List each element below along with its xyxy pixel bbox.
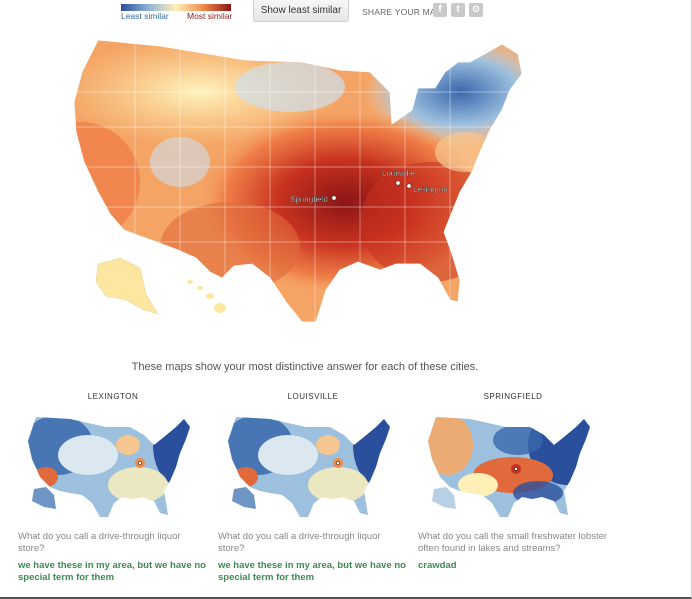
city-marker-springfield[interactable]: Springfield — [290, 195, 337, 204]
legend-gradient — [121, 4, 231, 11]
city-answer: crawdad — [418, 560, 457, 571]
twitter-icon[interactable]: t — [451, 3, 465, 17]
city-panel-title: LEXINGTON — [87, 392, 139, 401]
city-panel-lexington: LEXINGTON What do you call a drive-throu… — [18, 392, 208, 584]
caption-text: These maps show your most distinctive an… — [131, 361, 479, 373]
city-question: What do you call a drive-through liquor … — [18, 531, 181, 554]
louisville-label: Louisville — [382, 169, 415, 178]
city-answer: we have these in my area, but we have no… — [218, 560, 406, 583]
city-panel-springfield: SPRINGFIELD What do you call the small f… — [418, 392, 608, 572]
city-marker-lexington[interactable]: Lexington — [406, 183, 448, 194]
city-panel-title: LOUISVILLE — [287, 392, 339, 401]
facebook-icon[interactable]: f — [433, 3, 447, 17]
city-question: What do you call a drive-through liquor … — [218, 531, 381, 554]
hawaii-region — [187, 280, 226, 313]
lexington-label: Lexington — [413, 185, 448, 194]
city-panel-title: SPRINGFIELD — [483, 392, 543, 401]
springfield-mini-map[interactable] — [418, 405, 598, 525]
lexington-mini-map[interactable] — [18, 405, 198, 525]
city-panel-louisville: LOUISVILLE What do you call a drive-thro… — [218, 392, 408, 584]
city-question: What do you call the small freshwater lo… — [418, 531, 608, 554]
city-answer: we have these in my area, but we have no… — [18, 560, 206, 583]
share-label: SHARE YOUR MAP: — [362, 7, 445, 17]
show-least-similar-button[interactable]: Show least similar — [253, 0, 349, 22]
louisville-mini-map[interactable] — [218, 405, 398, 525]
main-similarity-map[interactable]: Louisville Lexington Springfield — [40, 32, 540, 332]
legend-most-label: Most similar — [187, 11, 233, 21]
springfield-label: Springfield — [290, 195, 328, 204]
alaska-region — [95, 257, 159, 315]
legend-least-label: Least similar — [121, 11, 169, 21]
link-icon[interactable]: ⊘ — [469, 3, 483, 17]
city-marker-louisville[interactable]: Louisville — [382, 169, 416, 186]
